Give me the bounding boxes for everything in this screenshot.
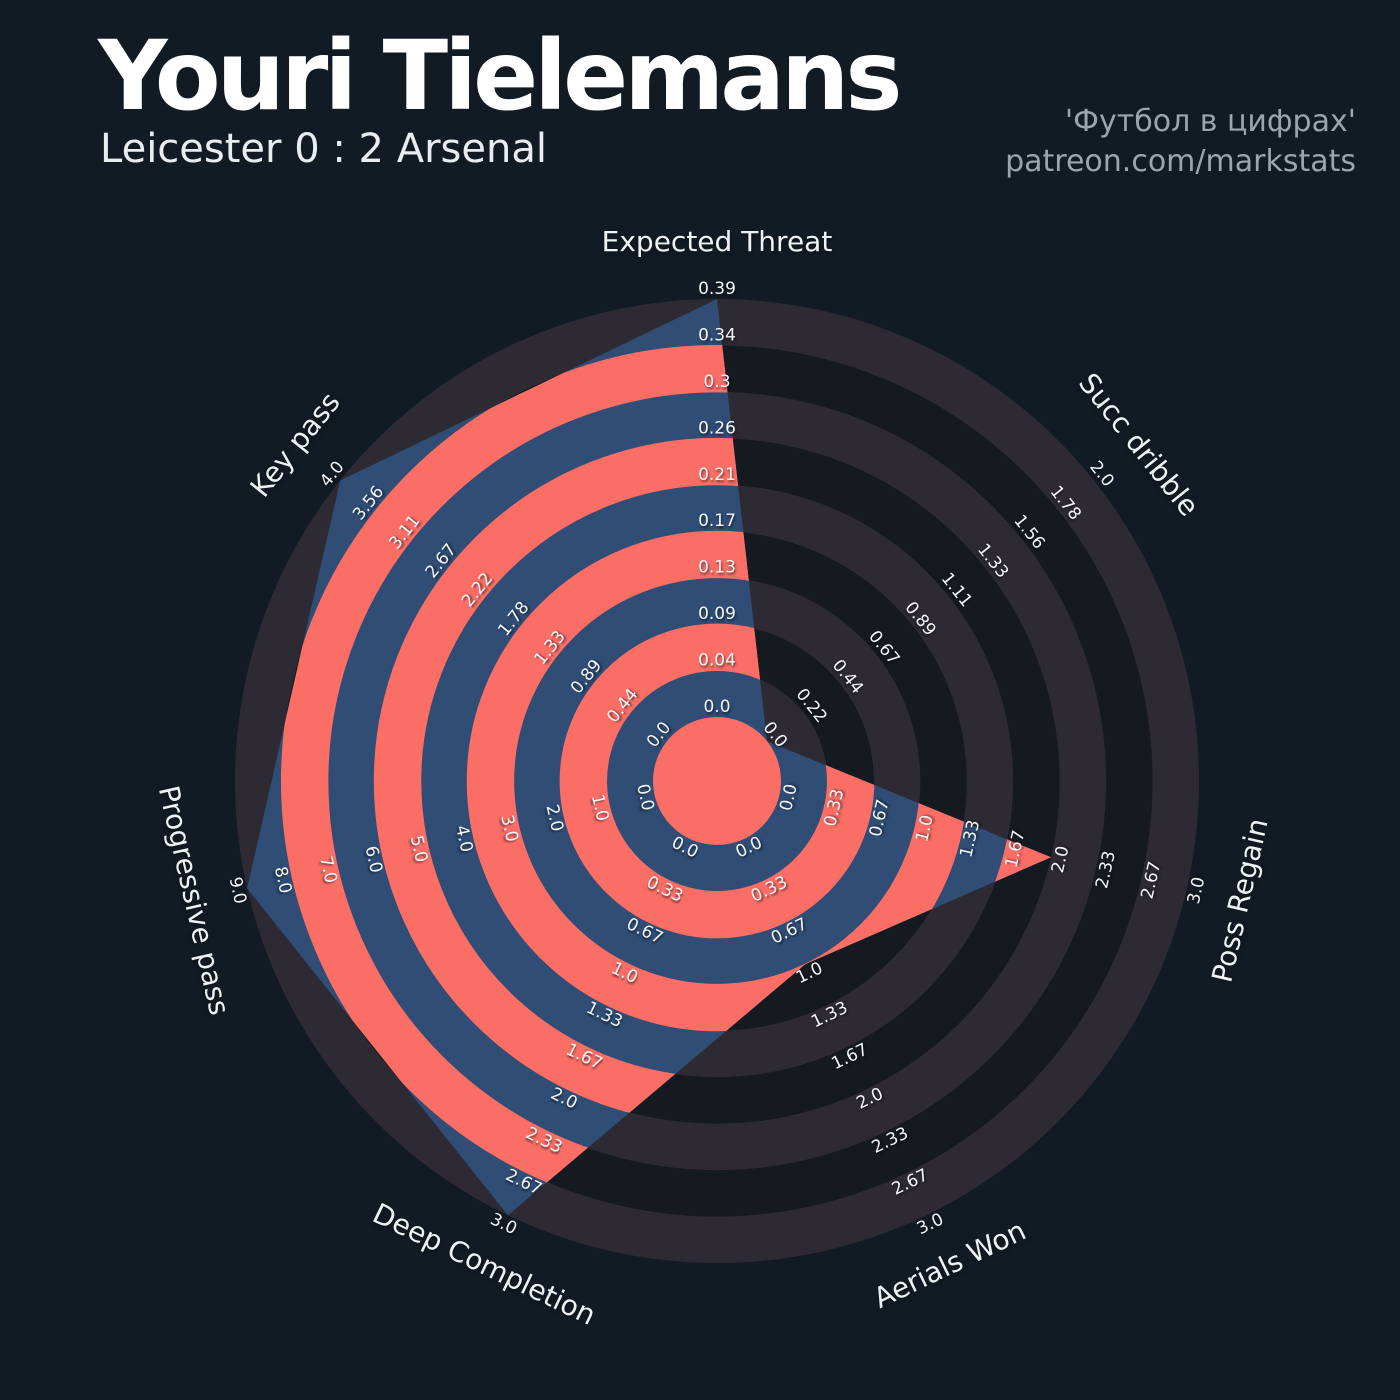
tick-label: 0.04 xyxy=(698,651,736,671)
axis-title: Expected Threat xyxy=(602,225,833,258)
axis-title: Poss Regain xyxy=(1205,815,1274,985)
tick-label: 0.0 xyxy=(703,697,730,717)
tick-label: 0.39 xyxy=(698,279,736,299)
match-score-subtitle: Leicester 0 : 2 Arsenal xyxy=(100,126,547,172)
tick-label: 0.17 xyxy=(698,511,736,531)
tick-label: 0.26 xyxy=(698,418,736,438)
credit-line-patreon: patreon.com/markstats xyxy=(1005,144,1356,179)
page-title: Youri Tielemans xyxy=(98,20,902,132)
tick-label: 0.13 xyxy=(698,558,736,578)
tick-label: 0.21 xyxy=(698,465,736,485)
axis-title: Progressive pass xyxy=(152,783,236,1019)
tick-label: 0.34 xyxy=(698,325,736,345)
tick-label: 0.3 xyxy=(703,372,730,392)
tick-label: 0.09 xyxy=(698,604,736,624)
center-disc xyxy=(653,717,781,845)
credits-block: 'Футбол в цифрах' patreon.com/markstats xyxy=(1005,102,1356,182)
credit-line-brand: 'Футбол в цифрах' xyxy=(1064,104,1356,139)
